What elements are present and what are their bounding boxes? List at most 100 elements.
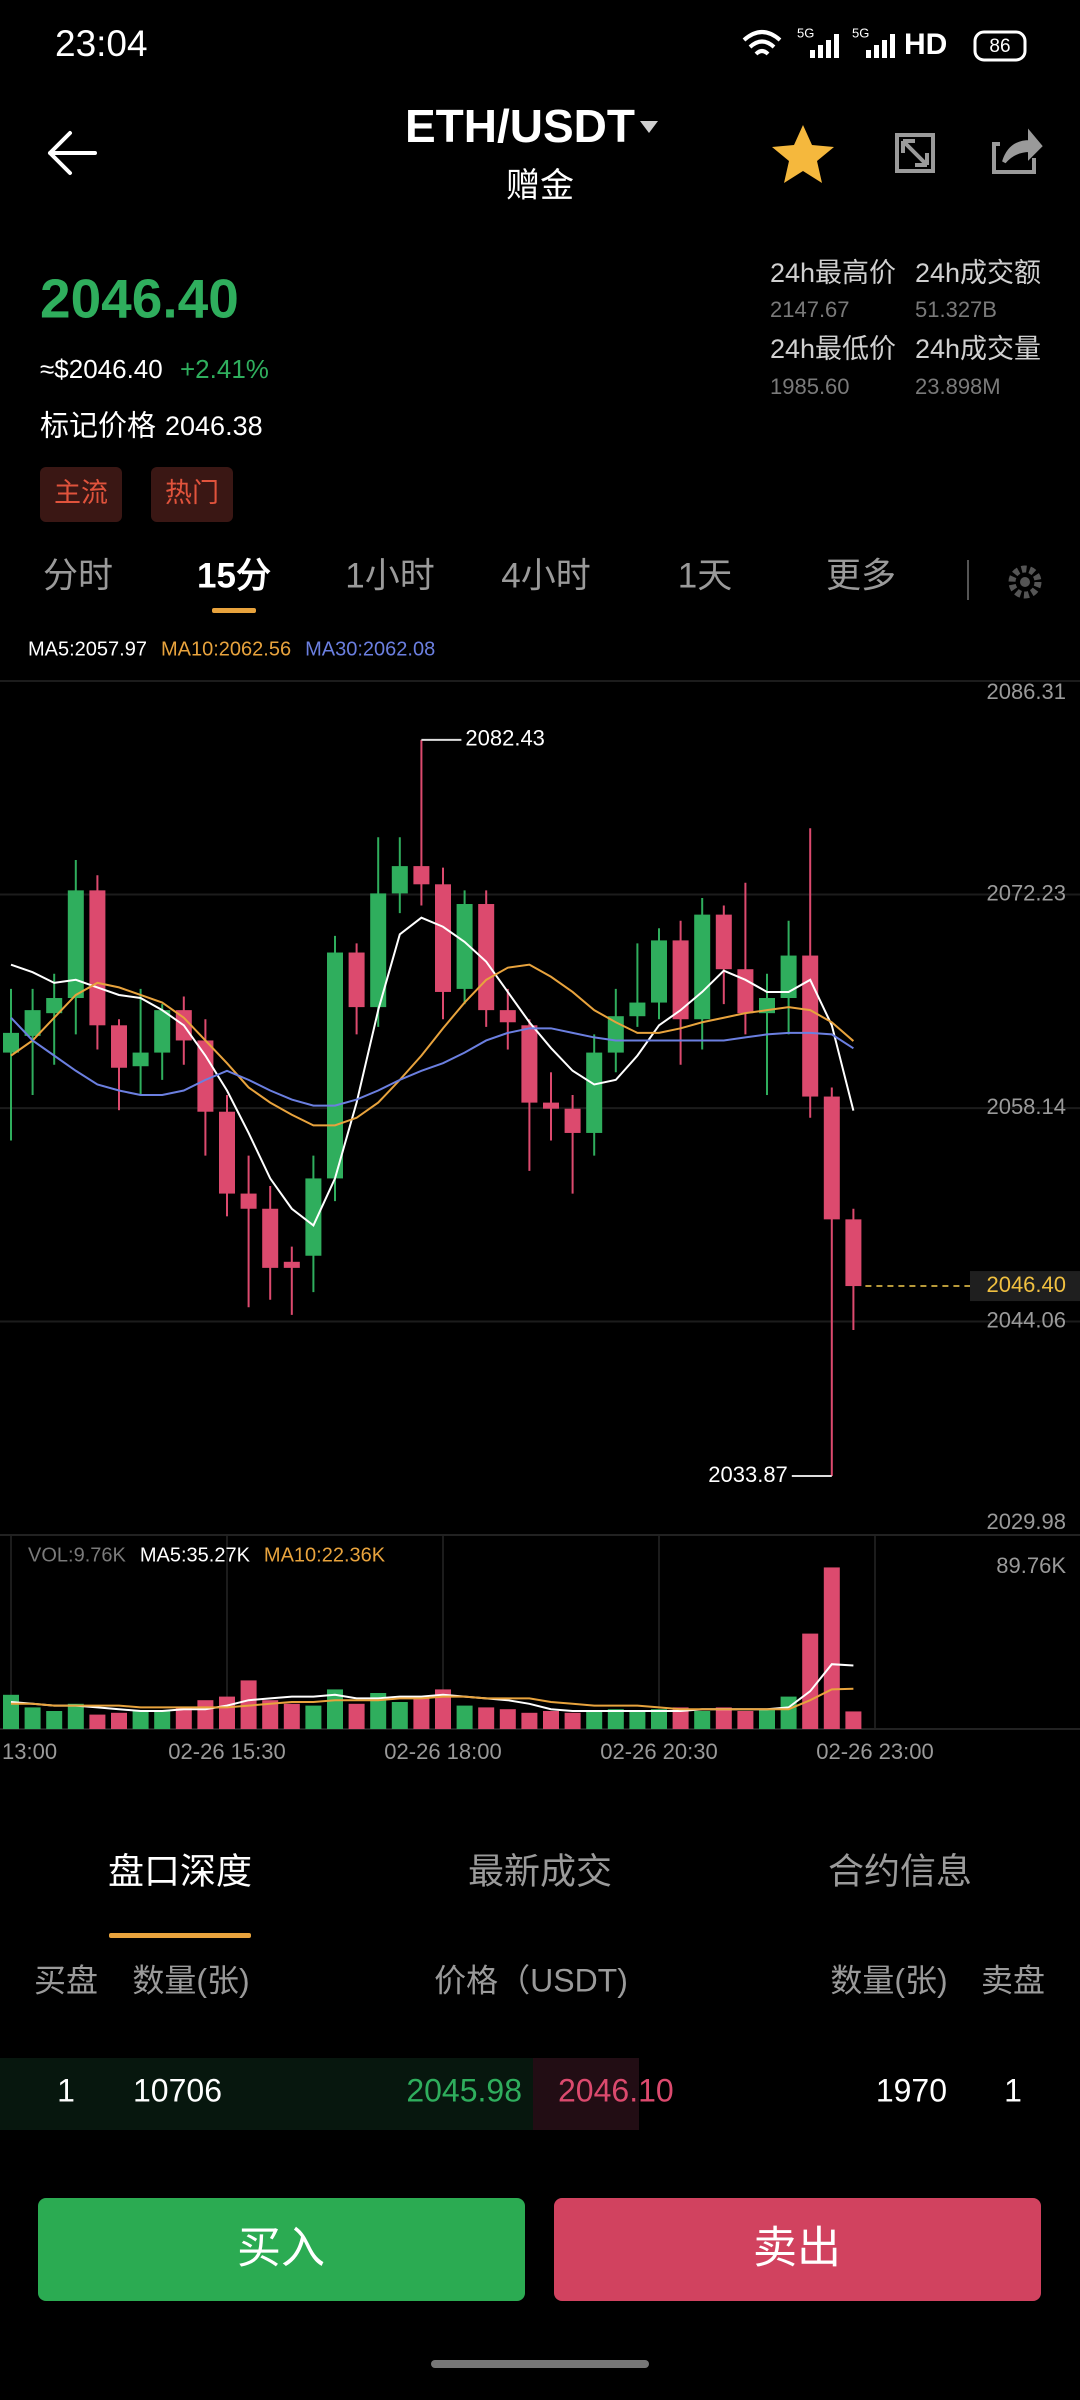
y-tick-label: 2086.31	[986, 679, 1066, 704]
candle-body	[370, 893, 387, 1008]
candle-body	[67, 890, 84, 999]
battery-icon	[973, 30, 1027, 62]
volume-bar	[413, 1696, 430, 1729]
candle-body	[629, 1002, 646, 1017]
interval-tabs: 分时 15分 1小时 4小时 1天 更多	[43, 556, 896, 613]
x-tick-label: 02-26 23:00	[816, 1739, 933, 1764]
bid-depth	[0, 2058, 533, 2130]
stat-value: 2147.67	[770, 297, 850, 322]
volume-bar	[111, 1712, 127, 1729]
ma-line	[10, 963, 855, 1127]
column-header: 价格（USDT)	[434, 1962, 628, 1998]
ask-depth	[533, 2058, 639, 2130]
candle-body	[802, 955, 819, 1097]
high-label: 2082.43	[465, 726, 545, 751]
y-tick-label: 2044.06	[986, 1307, 1066, 1332]
candle-body	[456, 904, 473, 989]
candle-body	[586, 1052, 603, 1133]
column-header: 买盘	[34, 1962, 98, 1998]
book-cell: 1	[57, 2072, 75, 2108]
interval-tab[interactable]: 1天	[678, 556, 732, 595]
candle-body	[283, 1261, 300, 1268]
fullscreen-button[interactable]	[895, 133, 935, 173]
status-time: 23:04	[55, 23, 148, 64]
book-tab[interactable]: 盘口深度	[108, 1851, 252, 1892]
candle-body	[240, 1193, 257, 1209]
x-tick-label: 13:00	[2, 1739, 57, 1764]
last-price-label: 2046.40	[986, 1272, 1066, 1297]
volume-bar	[132, 1711, 149, 1729]
interval-tab[interactable]: 分时	[43, 556, 113, 595]
volume-legend: VOL:9.76K	[28, 1544, 127, 1566]
candle-body	[391, 866, 408, 894]
interval-tab[interactable]: 1小时	[345, 556, 434, 595]
volume-bar	[694, 1711, 711, 1729]
buy-label[interactable]: 买入	[237, 2224, 325, 2273]
candle-body	[823, 1096, 840, 1220]
interval-tab[interactable]: 4小时	[501, 556, 590, 595]
volume-bar	[629, 1711, 646, 1729]
candle-body	[3, 1032, 19, 1053]
x-tick-label: 02-26 20:30	[600, 1739, 717, 1764]
interval-underline	[212, 608, 256, 613]
volume-bar	[586, 1711, 603, 1729]
x-tick-label: 02-26 18:00	[384, 1739, 501, 1764]
sell-label[interactable]: 卖出	[753, 2224, 841, 2273]
candle-body	[262, 1208, 279, 1268]
back-button[interactable]	[48, 131, 97, 175]
volume-bar	[543, 1711, 559, 1729]
interval-tab[interactable]: 更多	[826, 556, 896, 595]
volume-bar	[802, 1633, 819, 1729]
volume-bar	[305, 1705, 322, 1729]
ma-legend: MA30:2062.08	[305, 638, 435, 660]
volume-bar	[67, 1703, 84, 1729]
candle-body	[132, 1052, 149, 1067]
low-label: 2033.87	[708, 1462, 788, 1487]
settings-button[interactable]	[1008, 565, 1042, 599]
volume-bar	[435, 1689, 451, 1729]
favorite-star[interactable]	[772, 125, 834, 183]
volume-bar	[651, 1709, 667, 1729]
pair-dropdown[interactable]	[640, 121, 658, 133]
volume-bar	[456, 1705, 473, 1729]
book-tab[interactable]: 最新成交	[468, 1851, 612, 1892]
y-tick-label: 89.76K	[996, 1553, 1066, 1578]
pair-title[interactable]: ETH/USDT	[405, 100, 635, 152]
book-cell: 2046.10	[558, 2072, 674, 2108]
volume-bar	[478, 1707, 495, 1729]
stat-label: 24h最高价	[770, 258, 896, 288]
volume-legend: MA10:22.36K	[264, 1544, 386, 1566]
tag: 热门	[165, 478, 219, 508]
candle-body	[564, 1108, 581, 1133]
candle-body	[499, 1010, 516, 1023]
y-tick-label: 2072.23	[986, 880, 1066, 905]
kline-chart: MA5:2057.97 MA10:2062.56 MA30:2062.08 2086.…	[0, 638, 1080, 1764]
candle-body	[694, 914, 711, 1020]
signal-icon	[866, 34, 895, 58]
share-button[interactable]	[992, 128, 1043, 174]
last-price: 2046.40	[40, 268, 239, 330]
volume-bar	[759, 1709, 775, 1729]
candle-body	[845, 1219, 862, 1287]
candle-body	[197, 1040, 214, 1112]
volume-bar	[219, 1696, 235, 1729]
battery-level: 86	[989, 36, 1010, 57]
sell-button[interactable]	[554, 2198, 1041, 2301]
volume-bar	[521, 1712, 538, 1729]
stat-value: 1985.60	[770, 374, 850, 399]
book-tab[interactable]: 合约信息	[828, 1851, 972, 1892]
candle-body	[154, 1010, 171, 1053]
stat-label: 24h成交量	[915, 334, 1041, 364]
candle-body	[672, 940, 689, 1020]
buy-button[interactable]	[38, 2198, 525, 2301]
candle-body	[543, 1102, 559, 1109]
price-change: +2.41%	[180, 354, 269, 384]
candle-body	[327, 952, 343, 1179]
interval-tab[interactable]: 15分	[197, 556, 271, 595]
ma-line	[10, 1017, 854, 1107]
volume-bar	[715, 1707, 732, 1729]
